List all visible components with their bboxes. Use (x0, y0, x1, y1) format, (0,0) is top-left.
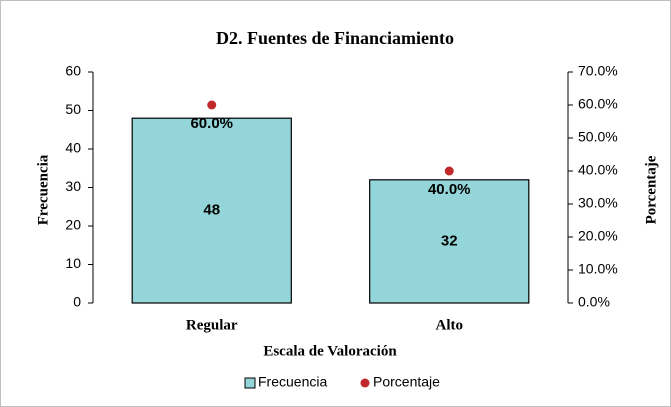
y-tick-label: 60 (65, 63, 81, 79)
y2-tick-label: 70.0% (578, 63, 618, 79)
point-label: 40.0% (428, 181, 471, 198)
bar-label: 32 (441, 232, 458, 249)
y-tick-label: 40 (65, 140, 81, 156)
y-tick-label: 0 (73, 294, 81, 310)
legend-label: Frecuencia (258, 374, 327, 390)
point-label: 60.0% (190, 115, 233, 132)
y2-tick-label: 30.0% (578, 195, 618, 211)
point (444, 166, 454, 176)
x-tick-label: Regular (186, 317, 238, 333)
y2-tick-label: 0.0% (578, 294, 610, 310)
y2-tick-label: 60.0% (578, 96, 618, 112)
y2-tick-label: 40.0% (578, 162, 618, 178)
legend-swatch (360, 378, 370, 388)
y-tick-label: 20 (65, 217, 81, 233)
y2-tick-label: 10.0% (578, 261, 618, 277)
bar-label: 48 (203, 202, 220, 219)
y2-tick-label: 20.0% (578, 228, 618, 244)
y-tick-label: 30 (65, 178, 81, 194)
bar (369, 179, 530, 304)
y2-axis-title: Porcentaje (643, 155, 659, 224)
y-tick-label: 10 (65, 255, 81, 271)
bar (131, 117, 292, 304)
y-axis-title: Frecuencia (35, 154, 51, 225)
y-tick-label: 50 (65, 101, 81, 117)
x-axis-title: Escala de Valoración (263, 343, 397, 359)
legend-swatch (244, 377, 256, 389)
point (207, 100, 217, 110)
chart-title: D2. Fuentes de Financiamiento (216, 28, 454, 48)
legend-label: Porcentaje (373, 374, 440, 390)
x-tick-label: Alto (436, 317, 464, 333)
y2-tick-label: 50.0% (578, 129, 618, 145)
